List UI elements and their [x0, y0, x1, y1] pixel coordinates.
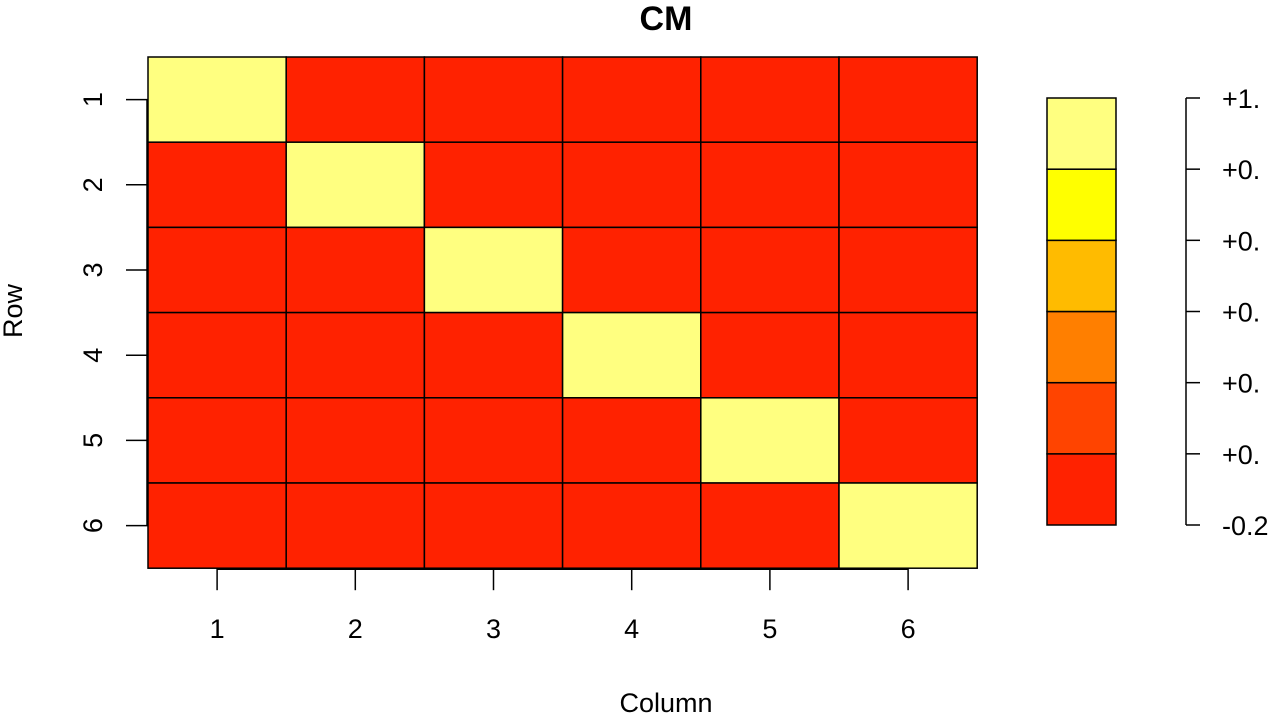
heatmap-cell: [700, 141, 840, 229]
y-tick-label: 4: [78, 348, 108, 363]
heatmap-cell: [561, 397, 702, 484]
heatmap-cell: [147, 397, 287, 484]
heatmap-cell: [838, 311, 978, 399]
color-legend: [1046, 97, 1117, 526]
heatmap-cell: [700, 397, 840, 484]
heatmap-cell: [838, 482, 978, 569]
legend-swatch: [1046, 239, 1117, 313]
heatmap-cell: [147, 141, 287, 229]
heatmap-cell: [700, 311, 840, 399]
heatmap-cell: [147, 56, 287, 143]
legend-swatch: [1046, 168, 1117, 242]
x-axis-label: Column: [619, 688, 712, 718]
x-axis: 1 2 3 4 5 6: [210, 568, 916, 644]
heatmap-cell: [285, 311, 426, 399]
heatmap-cell: [285, 226, 426, 314]
legend-swatch: [1046, 97, 1117, 170]
legend-swatch: [1046, 381, 1117, 455]
legend-tick-label: +0.: [1222, 226, 1260, 256]
legend-tick-label: +0.: [1222, 369, 1260, 399]
heatmap-cell: [423, 141, 564, 229]
x-tick-label: 1: [210, 614, 225, 644]
heatmap-cell: [147, 311, 287, 399]
heatmap-cell: [561, 482, 702, 569]
heatmap-cell: [285, 141, 426, 229]
heatmap-cell: [561, 311, 702, 399]
heatmap-cell: [285, 482, 426, 569]
legend-tick-label: +0.: [1222, 298, 1260, 328]
y-tick-label: 2: [78, 177, 108, 192]
y-tick-label: 5: [78, 433, 108, 448]
legend-swatch: [1046, 310, 1117, 384]
heatmap-cell: [147, 226, 287, 314]
heatmap-cell: [700, 482, 840, 569]
legend-tick-label: -0.2: [1222, 511, 1269, 541]
y-tick-label: 3: [78, 262, 108, 277]
y-tick-label: 6: [78, 518, 108, 533]
heatmap-cell: [700, 56, 840, 143]
heatmap-cell: [700, 226, 840, 314]
legend-tick-label: +0.: [1222, 440, 1260, 470]
heatmap-cell: [147, 482, 287, 569]
legend-tick-label: +1.: [1222, 84, 1260, 114]
heatmap-cell: [285, 56, 426, 143]
heatmap-cell: [423, 311, 564, 399]
heatmap-cell: [423, 482, 564, 569]
heatmap-cell: [423, 56, 564, 143]
chart-title: CM: [640, 0, 693, 38]
y-axis-label: Row: [0, 283, 28, 338]
legend-tick-label: +0.: [1222, 155, 1260, 185]
heatmap-cell: [423, 397, 564, 484]
x-tick-label: 3: [486, 614, 501, 644]
heatmap-cell: [561, 226, 702, 314]
heatmap-cell: [838, 141, 978, 229]
heatmap-cell: [561, 56, 702, 143]
y-axis: 1 2 3 4 5 6: [78, 92, 148, 533]
x-tick-label: 2: [348, 614, 363, 644]
heatmap-cell: [423, 226, 564, 314]
heatmap-cells: [147, 56, 978, 569]
heatmap-cell: [561, 141, 702, 229]
heatmap-cell: [838, 56, 978, 143]
heatmap-cell: [285, 397, 426, 484]
x-tick-label: 4: [624, 614, 639, 644]
x-tick-label: 6: [901, 614, 916, 644]
heatmap-cell: [838, 397, 978, 484]
y-tick-label: 1: [78, 92, 108, 107]
legend-swatch: [1046, 453, 1117, 526]
color-legend-axis: -0.2 +0. +0. +0. +0. +0. +1.: [1185, 84, 1269, 541]
x-tick-label: 5: [762, 614, 777, 644]
heatmap-cell: [838, 226, 978, 314]
